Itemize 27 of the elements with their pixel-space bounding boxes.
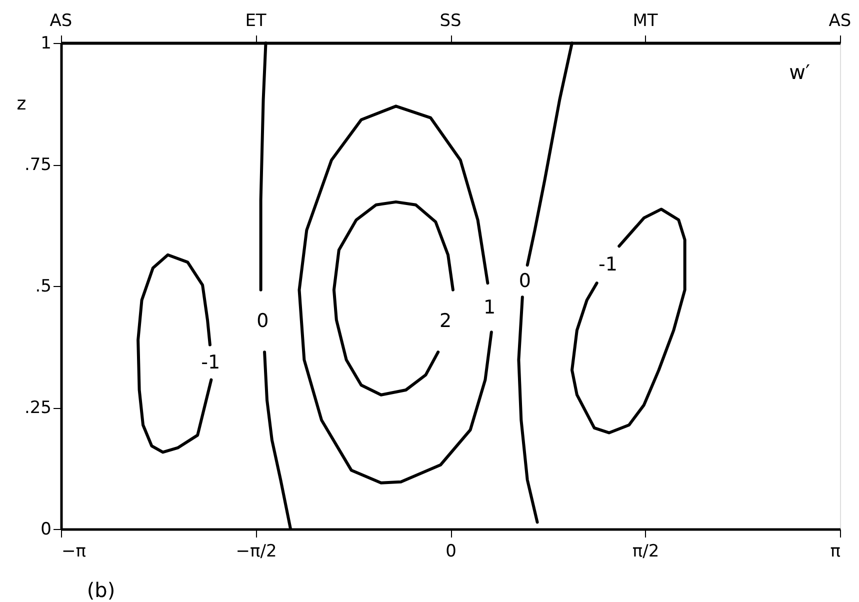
text: MT: [632, 11, 658, 31]
y-tick-label: .5: [35, 276, 52, 296]
annotation: w′: [789, 60, 810, 84]
y-axis-title: z: [16, 94, 26, 114]
y-tick-label: 1: [40, 34, 52, 54]
series-label: 0: [518, 270, 531, 292]
x-tick-label: −π: [62, 542, 86, 562]
series-label: 1: [484, 296, 496, 319]
series-label: 0: [256, 310, 269, 332]
line-series: [298, 104, 493, 484]
y-tick-label: .75: [24, 155, 52, 175]
text: AS: [828, 11, 852, 31]
text: SS: [440, 11, 462, 31]
x-tick-label: −π/2: [236, 542, 277, 562]
text: (b): [86, 578, 116, 602]
line-series: [332, 200, 454, 396]
y-tick-label: 0: [40, 520, 52, 540]
x-tick-label: π: [830, 542, 840, 562]
series-label: 2: [439, 310, 452, 332]
series-label: -1: [201, 351, 220, 374]
x-tick-label: 0: [446, 542, 456, 562]
y-tick-label: .25: [24, 398, 52, 418]
text: ET: [245, 11, 267, 31]
x-tick-label: π/2: [632, 542, 660, 562]
series-label: -1: [598, 254, 618, 276]
line-series: [570, 208, 686, 434]
text: AS: [50, 11, 72, 31]
